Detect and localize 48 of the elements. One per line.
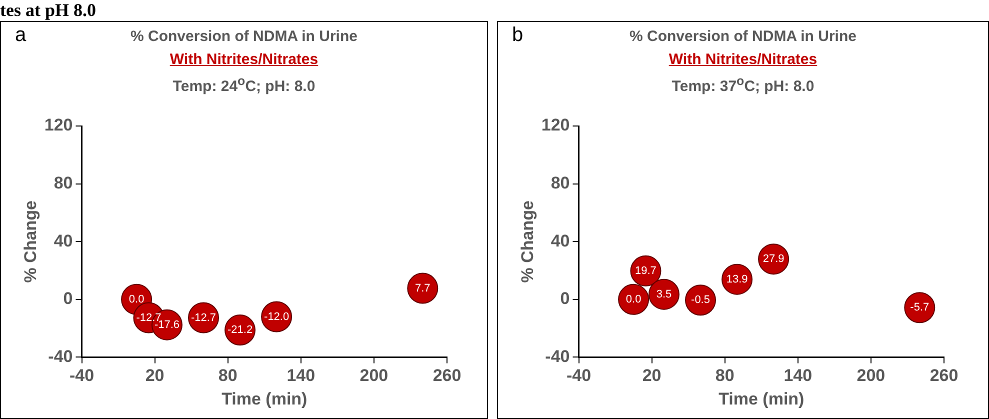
y-axis-title: % Change bbox=[518, 200, 537, 283]
y-tick-label: -40 bbox=[48, 346, 73, 366]
y-tick-label: 40 bbox=[550, 231, 570, 250]
x-tick-label: 80 bbox=[715, 366, 734, 386]
data-label: 7.7 bbox=[415, 282, 430, 294]
x-axis-title: Time (min) bbox=[222, 389, 308, 408]
x-tick-label: 80 bbox=[218, 366, 238, 386]
x-tick-label: 260 bbox=[930, 366, 958, 386]
y-tick-label: 40 bbox=[54, 231, 73, 250]
y-tick-label: 0 bbox=[560, 289, 570, 308]
y-tick-label: -40 bbox=[545, 346, 570, 366]
chart-title: % Conversion of NDMA in Urine bbox=[630, 28, 856, 45]
y-tick-label: 120 bbox=[44, 116, 73, 135]
data-label: 3.5 bbox=[656, 288, 672, 300]
data-label: 0.0 bbox=[128, 293, 144, 306]
text: tes at pH 8.0 bbox=[0, 0, 96, 20]
x-tick-label: -40 bbox=[566, 366, 592, 386]
x-tick-label: 200 bbox=[360, 366, 388, 386]
y-tick-label: 0 bbox=[63, 289, 73, 308]
data-label: -0.5 bbox=[691, 294, 710, 306]
x-axis-title: Time (min) bbox=[718, 389, 804, 408]
y-axis-title: % Change bbox=[20, 200, 40, 283]
chart-title: % Conversion of NDMA in Urine bbox=[130, 28, 358, 45]
x-tick-label: 140 bbox=[784, 366, 812, 386]
chart-subtitle: With Nitrites/Nitrates bbox=[168, 51, 320, 68]
x-tick-label: 20 bbox=[642, 366, 662, 386]
data-label: -5.7 bbox=[910, 302, 930, 314]
chart-subtitle: With Nitrites/Nitrates bbox=[668, 51, 818, 68]
text: Temp: 24$^{o}$C; pH: 8.0 bbox=[172, 74, 316, 95]
data-label: -21.2 bbox=[227, 324, 253, 336]
y-tick-label: 120 bbox=[541, 116, 570, 135]
text: a bbox=[15, 24, 26, 47]
data-label: -17.6 bbox=[154, 318, 180, 331]
x-tick-label: 200 bbox=[856, 366, 886, 386]
x-tick-label: 260 bbox=[432, 366, 462, 386]
y-tick-label: 80 bbox=[550, 173, 570, 192]
x-tick-label: 140 bbox=[286, 366, 316, 386]
data-label: -12.0 bbox=[264, 310, 290, 323]
x-tick-label: 20 bbox=[145, 366, 164, 386]
x-tick-label: -40 bbox=[69, 366, 94, 386]
data-label: 27.9 bbox=[762, 253, 784, 266]
data-label: 19.7 bbox=[635, 264, 656, 277]
data-label: 0.0 bbox=[626, 293, 642, 306]
y-tick-label: 80 bbox=[54, 173, 73, 192]
data-label: -12.7 bbox=[190, 312, 216, 324]
text: Temp: 37$^{o}$C; pH: 8.0 bbox=[670, 74, 816, 95]
text: b bbox=[512, 24, 524, 47]
data-label: 13.9 bbox=[726, 273, 748, 286]
